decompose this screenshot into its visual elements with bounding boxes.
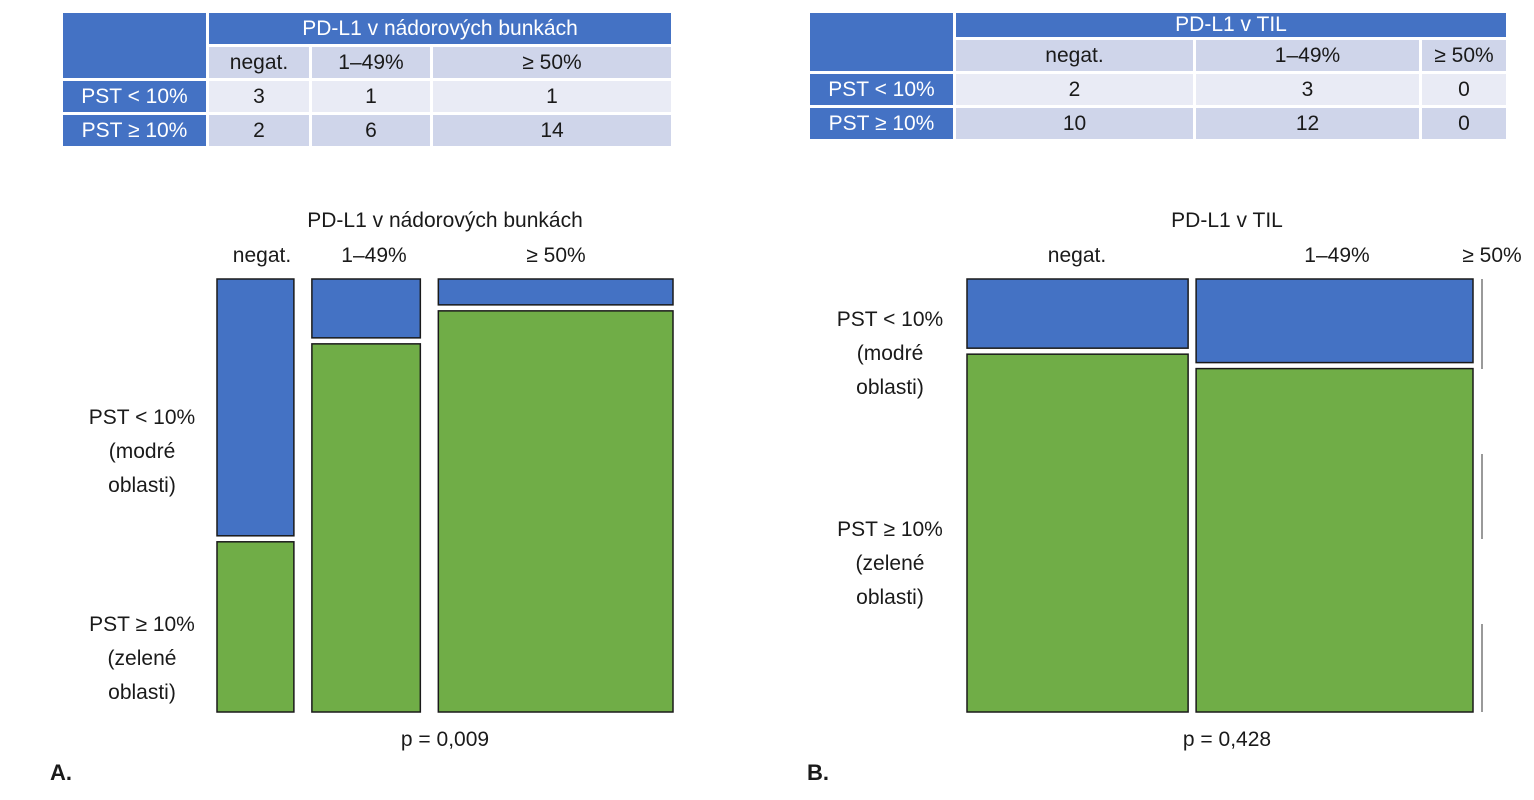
mosaic-tile-pst-low — [216, 278, 295, 537]
row-label: PST < 10% — [89, 406, 195, 429]
row-label: PST ≥ 10% — [89, 613, 195, 636]
mosaic-tile-pst-low — [1195, 278, 1474, 364]
mosaic-tile-pst-low — [311, 278, 422, 339]
row-label: oblasti) — [108, 474, 176, 497]
panel-letter: B. — [807, 760, 829, 785]
table-cell: 12 — [1196, 108, 1419, 139]
column-header: 1–49% — [312, 47, 430, 78]
column-header: negat. — [956, 40, 1193, 71]
row-label: oblasti) — [856, 376, 924, 399]
table-cell: 2 — [209, 115, 309, 146]
panel-letter: A. — [50, 760, 72, 785]
row-label: (zelené — [856, 552, 925, 575]
mosaic-tile-pst-high — [966, 353, 1189, 713]
row-label: oblasti) — [108, 681, 176, 704]
table-title: PD-L1 v TIL — [956, 13, 1506, 37]
mosaic-tile-pst-low — [966, 278, 1189, 349]
chart-title: PD-L1 v nádorových bunkách — [307, 209, 583, 232]
contingency-table-b: PD-L1 v TIL negat. 1–49% ≥ 50% PST < 10%… — [807, 10, 1509, 142]
table-cell: 6 — [312, 115, 430, 146]
category-label: ≥ 50% — [1462, 244, 1521, 267]
category-label: 1–49% — [341, 244, 406, 267]
mosaic-tile-pst-high — [311, 343, 422, 713]
category-label: negat. — [233, 244, 291, 267]
row-header: PST ≥ 10% — [63, 115, 206, 146]
mosaic-tile-pst-high — [1195, 367, 1474, 713]
row-header: PST ≥ 10% — [810, 108, 953, 139]
chart-title: PD-L1 v TIL — [1171, 209, 1283, 232]
row-label: PST < 10% — [837, 308, 943, 331]
p-value-annotation: p = 0,428 — [1183, 728, 1271, 751]
row-header: PST < 10% — [63, 81, 206, 112]
table-cell: 0 — [1422, 108, 1506, 139]
table-corner — [63, 13, 206, 78]
mosaic-tile-pst-high — [437, 310, 674, 713]
row-label: (zelené — [108, 647, 177, 670]
table-cell: 10 — [956, 108, 1193, 139]
mosaic-chart-a: PD-L1 v nádorových bunkách negat. 1–49% ≥ 5… — [89, 209, 674, 751]
row-label: PST ≥ 10% — [837, 518, 943, 541]
table-title: PD-L1 v nádorových bunkách — [209, 13, 671, 44]
column-header: negat. — [209, 47, 309, 78]
column-header: 1–49% — [1196, 40, 1419, 71]
contingency-table-a: PD-L1 v nádorových bunkách negat. 1–49% … — [60, 10, 674, 149]
table-corner — [810, 13, 953, 71]
category-label: negat. — [1048, 244, 1106, 267]
table-cell: 1 — [433, 81, 671, 112]
panel-a: PD-L1 v nádorových bunkách negat. 1–49% … — [50, 10, 674, 785]
mosaic-tile-pst-low — [437, 278, 674, 306]
category-label: ≥ 50% — [526, 244, 585, 267]
column-header: ≥ 50% — [1422, 40, 1506, 71]
mosaic-tile-pst-high — [216, 541, 295, 713]
table-cell: 2 — [956, 74, 1193, 105]
row-label: (modré — [109, 440, 176, 463]
panel-b: PD-L1 v TIL negat. 1–49% ≥ 50% PST < 10%… — [767, 0, 1534, 800]
table-cell: 1 — [312, 81, 430, 112]
row-label: oblasti) — [856, 586, 924, 609]
table-cell: 3 — [1196, 74, 1419, 105]
table-cell: 14 — [433, 115, 671, 146]
mosaic-chart-b: PD-L1 v TIL negat. 1–49% ≥ 50% PST < 10% (mod… — [837, 209, 1522, 751]
column-header: ≥ 50% — [433, 47, 671, 78]
row-label: (modré — [857, 342, 924, 365]
row-header: PST < 10% — [810, 74, 953, 105]
table-cell: 3 — [209, 81, 309, 112]
category-label: 1–49% — [1304, 244, 1369, 267]
table-cell: 0 — [1422, 74, 1506, 105]
p-value-annotation: p = 0,009 — [401, 728, 489, 751]
